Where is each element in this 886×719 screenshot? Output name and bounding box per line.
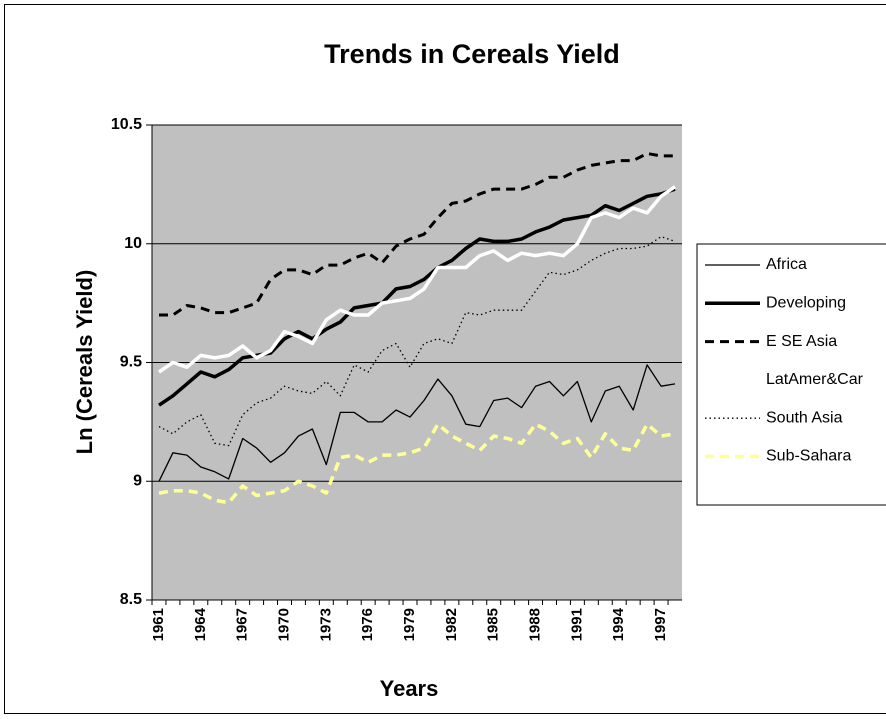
legend-label: Africa [766,256,807,273]
series-line [158,187,676,407]
legend-label: South Asia [766,409,843,426]
x-axis-title: Years [380,676,439,701]
y-tick-label: 8.5 [120,591,142,608]
legend-label: Developing [766,295,846,312]
series-line [159,152,675,317]
x-tick-label: 1982 [443,608,460,641]
x-tick-label: 1994 [610,607,627,641]
y-tick-label: 10 [124,235,142,252]
x-tick-label: 1985 [485,608,502,641]
legend-box [696,243,886,506]
chart-title: Trends in Cereals Yield [324,39,620,69]
x-tick-label: 1964 [192,607,209,641]
legend-label: LatAmer&Car [766,371,864,388]
x-tick-label: 1979 [401,608,418,641]
y-tick-label: 9 [133,472,142,489]
x-tick-label: 1961 [150,608,167,641]
x-tick-label: 1970 [275,608,292,641]
legend-label: E SE Asia [766,333,837,350]
series-line [158,185,676,374]
series-line [158,235,676,447]
x-tick-label: 1988 [527,608,544,641]
x-tick-label: 1967 [234,608,251,641]
series-line [158,422,676,505]
series-line [158,364,676,482]
x-tick-label: 1976 [359,608,376,641]
x-tick-label: 1973 [317,608,334,641]
y-tick-label: 9.5 [120,354,142,371]
x-tick-label: 1997 [652,608,669,641]
legend-label: Sub-Sahara [766,448,851,465]
y-tick-label: 10.5 [111,116,142,133]
y-axis-title: Ln (Cereals Yield) [72,270,97,455]
x-tick-label: 1991 [568,608,585,641]
